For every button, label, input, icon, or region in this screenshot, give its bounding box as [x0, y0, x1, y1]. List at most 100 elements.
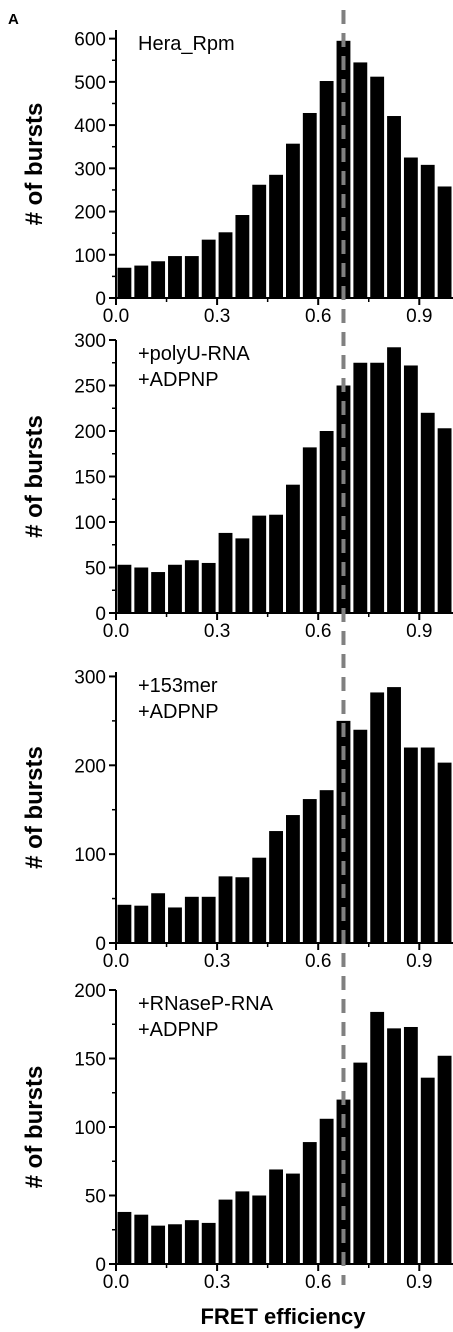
bar	[218, 1199, 233, 1264]
bar	[319, 790, 334, 943]
y-tick-label: 150	[74, 468, 106, 489]
bar	[184, 896, 199, 943]
bar	[370, 362, 385, 613]
panel-annotation: Hera_Rpm	[138, 33, 235, 55]
bar	[117, 564, 132, 613]
bar	[387, 347, 401, 613]
bar	[302, 1142, 317, 1264]
bar	[235, 215, 250, 298]
bar	[286, 815, 300, 943]
bar	[319, 81, 334, 298]
x-tick-label: 0.3	[204, 1272, 230, 1293]
panel-annotation: +ADPNP	[138, 369, 219, 391]
bar	[117, 1211, 132, 1264]
y-tick-label: 0	[95, 1255, 106, 1276]
bar	[437, 762, 452, 943]
y-axis-label: # of bursts	[21, 103, 48, 226]
bar	[403, 1026, 418, 1264]
bar	[134, 1214, 149, 1264]
histogram-panel-1: 0 100 200 300 400 500 600 0.0 0.3 0.6 0.9 # of burs…	[21, 30, 453, 327]
bar	[353, 1062, 368, 1264]
y-axis-label: # of bursts	[21, 415, 48, 538]
bar	[151, 572, 166, 613]
bar	[184, 256, 199, 298]
x-tick-label: 0.0	[103, 951, 129, 972]
y-tick-label: 300	[74, 159, 106, 180]
y-tick-label: 100	[74, 246, 106, 267]
x-tick-label: 0.6	[305, 306, 331, 327]
bar	[151, 1225, 166, 1264]
bar	[387, 1028, 401, 1264]
bar	[201, 896, 216, 943]
bar	[184, 1220, 199, 1264]
bar	[336, 720, 351, 943]
bar	[437, 1055, 452, 1264]
bar	[319, 431, 334, 613]
x-tick-label: 0.3	[204, 621, 230, 642]
x-tick-label: 0.6	[305, 951, 331, 972]
bar	[286, 1173, 300, 1264]
bar	[168, 256, 182, 298]
bar	[235, 538, 250, 613]
y-tick-label: 300	[74, 331, 106, 352]
bar	[134, 265, 149, 298]
y-tick-label: 300	[74, 667, 106, 688]
bar	[387, 687, 401, 943]
bar	[403, 157, 418, 298]
histogram-panel-3: 0 100 200 300 0.0 0.3 0.6 0.9 # of bursts +153mer…	[21, 667, 453, 972]
y-tick-label: 100	[74, 1118, 106, 1139]
panel-annotation: +153mer	[138, 675, 218, 697]
bar	[168, 907, 182, 943]
bar	[252, 515, 267, 613]
bar	[420, 1077, 435, 1264]
panel-annotation: +polyU-RNA	[138, 343, 250, 365]
bar	[437, 428, 452, 613]
bar	[319, 1118, 334, 1264]
y-tick-label: 500	[74, 73, 106, 94]
y-tick-label: 100	[74, 845, 106, 866]
x-tick-label: 0.0	[103, 306, 129, 327]
x-tick-label: 0.9	[406, 951, 432, 972]
bar	[353, 362, 368, 613]
x-tick-label: 0.9	[406, 1272, 432, 1293]
bar	[302, 112, 317, 299]
bar	[151, 893, 166, 943]
y-tick-label: 600	[74, 30, 106, 51]
y-axis-label: # of bursts	[21, 746, 48, 869]
bar	[403, 365, 418, 613]
bar	[370, 1011, 385, 1264]
histogram-panel-2: 0 50 100 150 200 250 300 0.0 0.3 0.6 0.9 # of burst…	[21, 331, 453, 642]
bar	[117, 904, 132, 943]
bar	[420, 164, 435, 298]
bar	[302, 447, 317, 613]
bar	[269, 514, 283, 613]
bar	[336, 1099, 351, 1264]
panel-annotation: +ADPNP	[138, 701, 219, 723]
y-tick-label: 0	[95, 289, 106, 310]
bar	[184, 560, 199, 613]
bar	[302, 799, 317, 943]
histogram-panel-4: 0 50 100 150 200 0.0 0.3 0.6 0.9 # of bursts +RNas…	[21, 981, 453, 1293]
y-tick-label: 0	[95, 604, 106, 625]
x-axis-label: FRET efficiency	[200, 1304, 366, 1329]
y-tick-label: 50	[85, 1187, 106, 1208]
bar	[134, 567, 149, 613]
bar	[269, 174, 283, 298]
bar	[151, 261, 166, 298]
bar	[370, 76, 385, 299]
y-tick-label: 400	[74, 116, 106, 137]
y-tick-label: 0	[95, 934, 106, 955]
bar	[168, 564, 182, 613]
bar	[269, 831, 283, 943]
x-tick-label: 0.9	[406, 621, 432, 642]
bar	[370, 692, 385, 943]
bar	[117, 267, 132, 298]
y-tick-label: 50	[85, 559, 106, 580]
bar	[201, 562, 216, 613]
bar	[403, 747, 418, 943]
x-tick-label: 0.3	[204, 951, 230, 972]
bar	[218, 532, 233, 613]
panel-annotation: +RNaseP-RNA	[138, 993, 274, 1015]
